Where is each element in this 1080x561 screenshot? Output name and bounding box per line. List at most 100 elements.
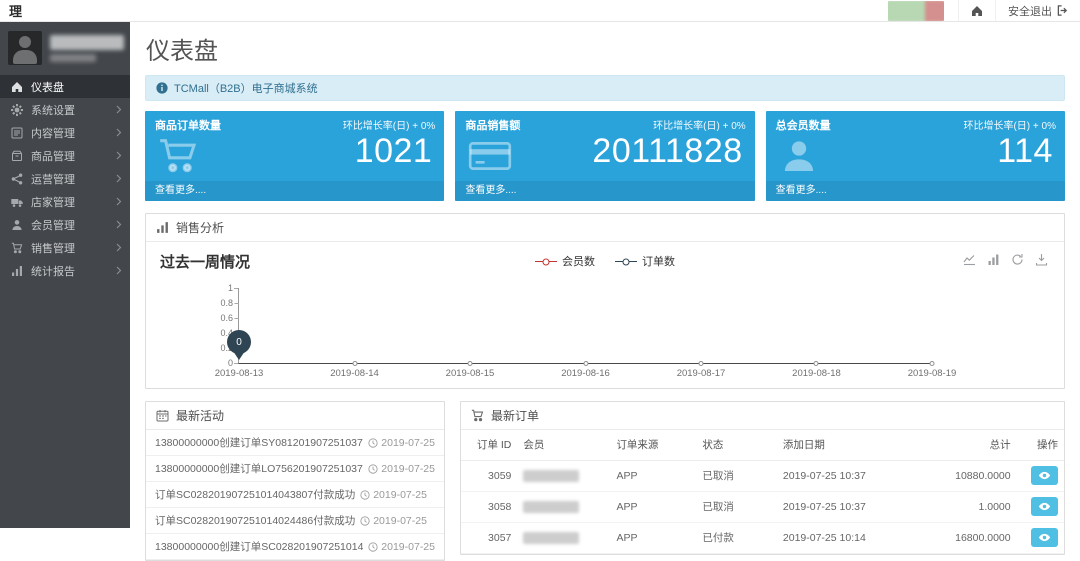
order-row: 3059 APP 已取消 2019-07-25 10:37 10880.0000	[461, 460, 1064, 492]
legend-item-members[interactable]: 会员数	[535, 253, 595, 269]
sidebar-item-product-management[interactable]: 商品管理	[0, 144, 130, 167]
legend-item-orders[interactable]: 订单数	[615, 253, 675, 269]
order-total: 1.0000	[918, 491, 1017, 523]
col-header-date: 添加日期	[776, 430, 919, 461]
stat-label: 总会员数量	[775, 120, 831, 132]
sidebar-item-operations-management[interactable]: 运营管理	[0, 167, 130, 190]
line-marker-icon	[535, 258, 557, 265]
user-panel	[0, 22, 130, 75]
sidebar-item-label: 商品管理	[31, 150, 75, 163]
user-status-redacted	[50, 53, 96, 62]
line-marker-icon	[615, 258, 637, 265]
panel-heading: 最新订单	[461, 402, 1064, 430]
sidebar-item-label: 系统设置	[31, 104, 75, 117]
sidebar-item-label: 仪表盘	[31, 81, 64, 94]
sidebar-menu: 仪表盘 系统设置 内容管理 商品管理 运营管理	[0, 75, 130, 282]
order-status: 已取消	[696, 460, 777, 492]
sidebar-item-sales-management[interactable]: 销售管理	[0, 236, 130, 259]
data-point	[929, 361, 935, 366]
member-name-redacted	[523, 500, 580, 513]
eye-icon	[1038, 502, 1051, 511]
stat-value: 114	[997, 132, 1053, 170]
sidebar-item-statistics-report[interactable]: 统计报告	[0, 259, 130, 282]
x-axis-tick: 2019-08-16	[561, 368, 610, 379]
x-axis-tick: 2019-08-15	[445, 368, 495, 379]
stat-box-sales-amount: 商品销售额 环比增长率(日) + 0% 20111828 查看更多....	[455, 111, 755, 201]
product-icon	[11, 150, 23, 162]
col-header-member: 会员	[517, 430, 611, 461]
logout-icon	[1057, 5, 1068, 16]
chevron-right-icon	[116, 128, 122, 137]
order-status: 已付款	[696, 522, 777, 554]
sidebar-item-label: 销售管理	[31, 242, 75, 255]
sidebar-item-system-settings[interactable]: 系统设置	[0, 98, 130, 121]
col-header-order-id: 订单 ID	[461, 430, 518, 461]
refresh-icon[interactable]	[1011, 253, 1024, 266]
view-order-button[interactable]	[1031, 528, 1058, 547]
clock-icon	[368, 437, 378, 448]
view-more-link[interactable]: 查看更多....	[455, 181, 755, 201]
data-point	[352, 361, 358, 366]
sidebar-item-content-management[interactable]: 内容管理	[0, 121, 130, 144]
order-status: 已取消	[696, 491, 777, 523]
view-more-link[interactable]: 查看更多....	[145, 181, 445, 201]
y-axis-tick: 1	[227, 283, 239, 293]
sidebar-item-dashboard[interactable]: 仪表盘	[0, 75, 130, 98]
activity-item: 订单SC028201907251014043807付款成功 2019-07-25	[146, 482, 444, 508]
order-id: 3059	[461, 460, 518, 492]
eye-icon	[1038, 533, 1051, 542]
sidebar-item-member-management[interactable]: 会员管理	[0, 213, 130, 236]
view-more-link[interactable]: 查看更多....	[765, 181, 1065, 201]
sidebar-item-label: 内容管理	[31, 127, 75, 140]
chevron-right-icon	[116, 151, 122, 160]
page-title: 仪表盘	[146, 38, 218, 65]
activity-item: 13800000000创建订单SY081201907251037110265成功…	[146, 430, 444, 456]
order-source: APP	[610, 491, 697, 523]
x-axis-tick: 2019-08-17	[676, 368, 726, 379]
stat-value: 20111828	[592, 132, 743, 170]
logout-button[interactable]: 安全退出	[995, 0, 1080, 21]
bar-chart-icon	[11, 265, 23, 277]
col-header-source: 订单来源	[610, 430, 697, 461]
clock-icon	[368, 541, 378, 552]
y-axis-tick: 0.8	[220, 298, 238, 308]
latest-activities-panel: 最新活动 13800000000创建订单SY081201907251037110…	[145, 401, 445, 561]
x-axis-tick: 2019-08-14	[330, 368, 379, 379]
order-total: 10880.0000	[918, 460, 1017, 492]
order-date: 2019-07-25 10:37	[776, 460, 919, 492]
bar-chart-icon[interactable]	[987, 253, 1000, 266]
chevron-right-icon	[116, 105, 122, 114]
panel-title: 销售分析	[176, 221, 225, 235]
latest-orders-panel: 最新订单 订单 ID 会员 订单来源 状态 添加日期 总计 操作	[460, 401, 1065, 555]
member-name-redacted	[523, 469, 580, 482]
chart-legend: 会员数 订单数	[535, 253, 675, 269]
clock-icon	[360, 489, 370, 500]
credit-card-icon	[468, 138, 512, 174]
pin-value: 0	[227, 330, 251, 354]
view-order-button[interactable]	[1031, 497, 1058, 516]
y-axis-tick: 0.6	[220, 313, 238, 323]
order-row: 3057 APP 已付款 2019-07-25 10:14 16800.0000	[461, 522, 1064, 554]
home-icon	[971, 5, 983, 17]
view-order-button[interactable]	[1031, 466, 1058, 485]
calendar-icon	[156, 409, 169, 422]
home-button[interactable]	[958, 0, 995, 21]
x-axis-tick: 2019-08-19	[907, 368, 957, 379]
orders-table-header: 订单 ID 会员 订单来源 状态 添加日期 总计 操作	[461, 430, 1064, 461]
stat-value: 1021	[354, 132, 433, 170]
pin-marker: 0	[227, 330, 251, 360]
chevron-right-icon	[116, 266, 122, 275]
main-content: 仪表盘 TCMall（B2B）电子商城系统 商品订单数量 环比增长率(日) + …	[130, 22, 1080, 561]
sales-analysis-panel: 销售分析 过去一周情况 会员数 订单数	[145, 213, 1065, 389]
download-icon[interactable]	[1035, 253, 1048, 266]
data-point	[467, 361, 473, 366]
line-chart-icon[interactable]	[963, 253, 976, 266]
order-date: 2019-07-25 10:37	[776, 491, 919, 523]
data-point	[698, 361, 704, 366]
brand-logo[interactable]: 理	[9, 4, 23, 19]
col-header-status: 状态	[696, 430, 777, 461]
cart-icon	[158, 138, 202, 174]
sidebar-item-store-management[interactable]: 店家管理	[0, 190, 130, 213]
panel-heading: 销售分析	[146, 214, 1064, 242]
data-point	[583, 361, 588, 366]
